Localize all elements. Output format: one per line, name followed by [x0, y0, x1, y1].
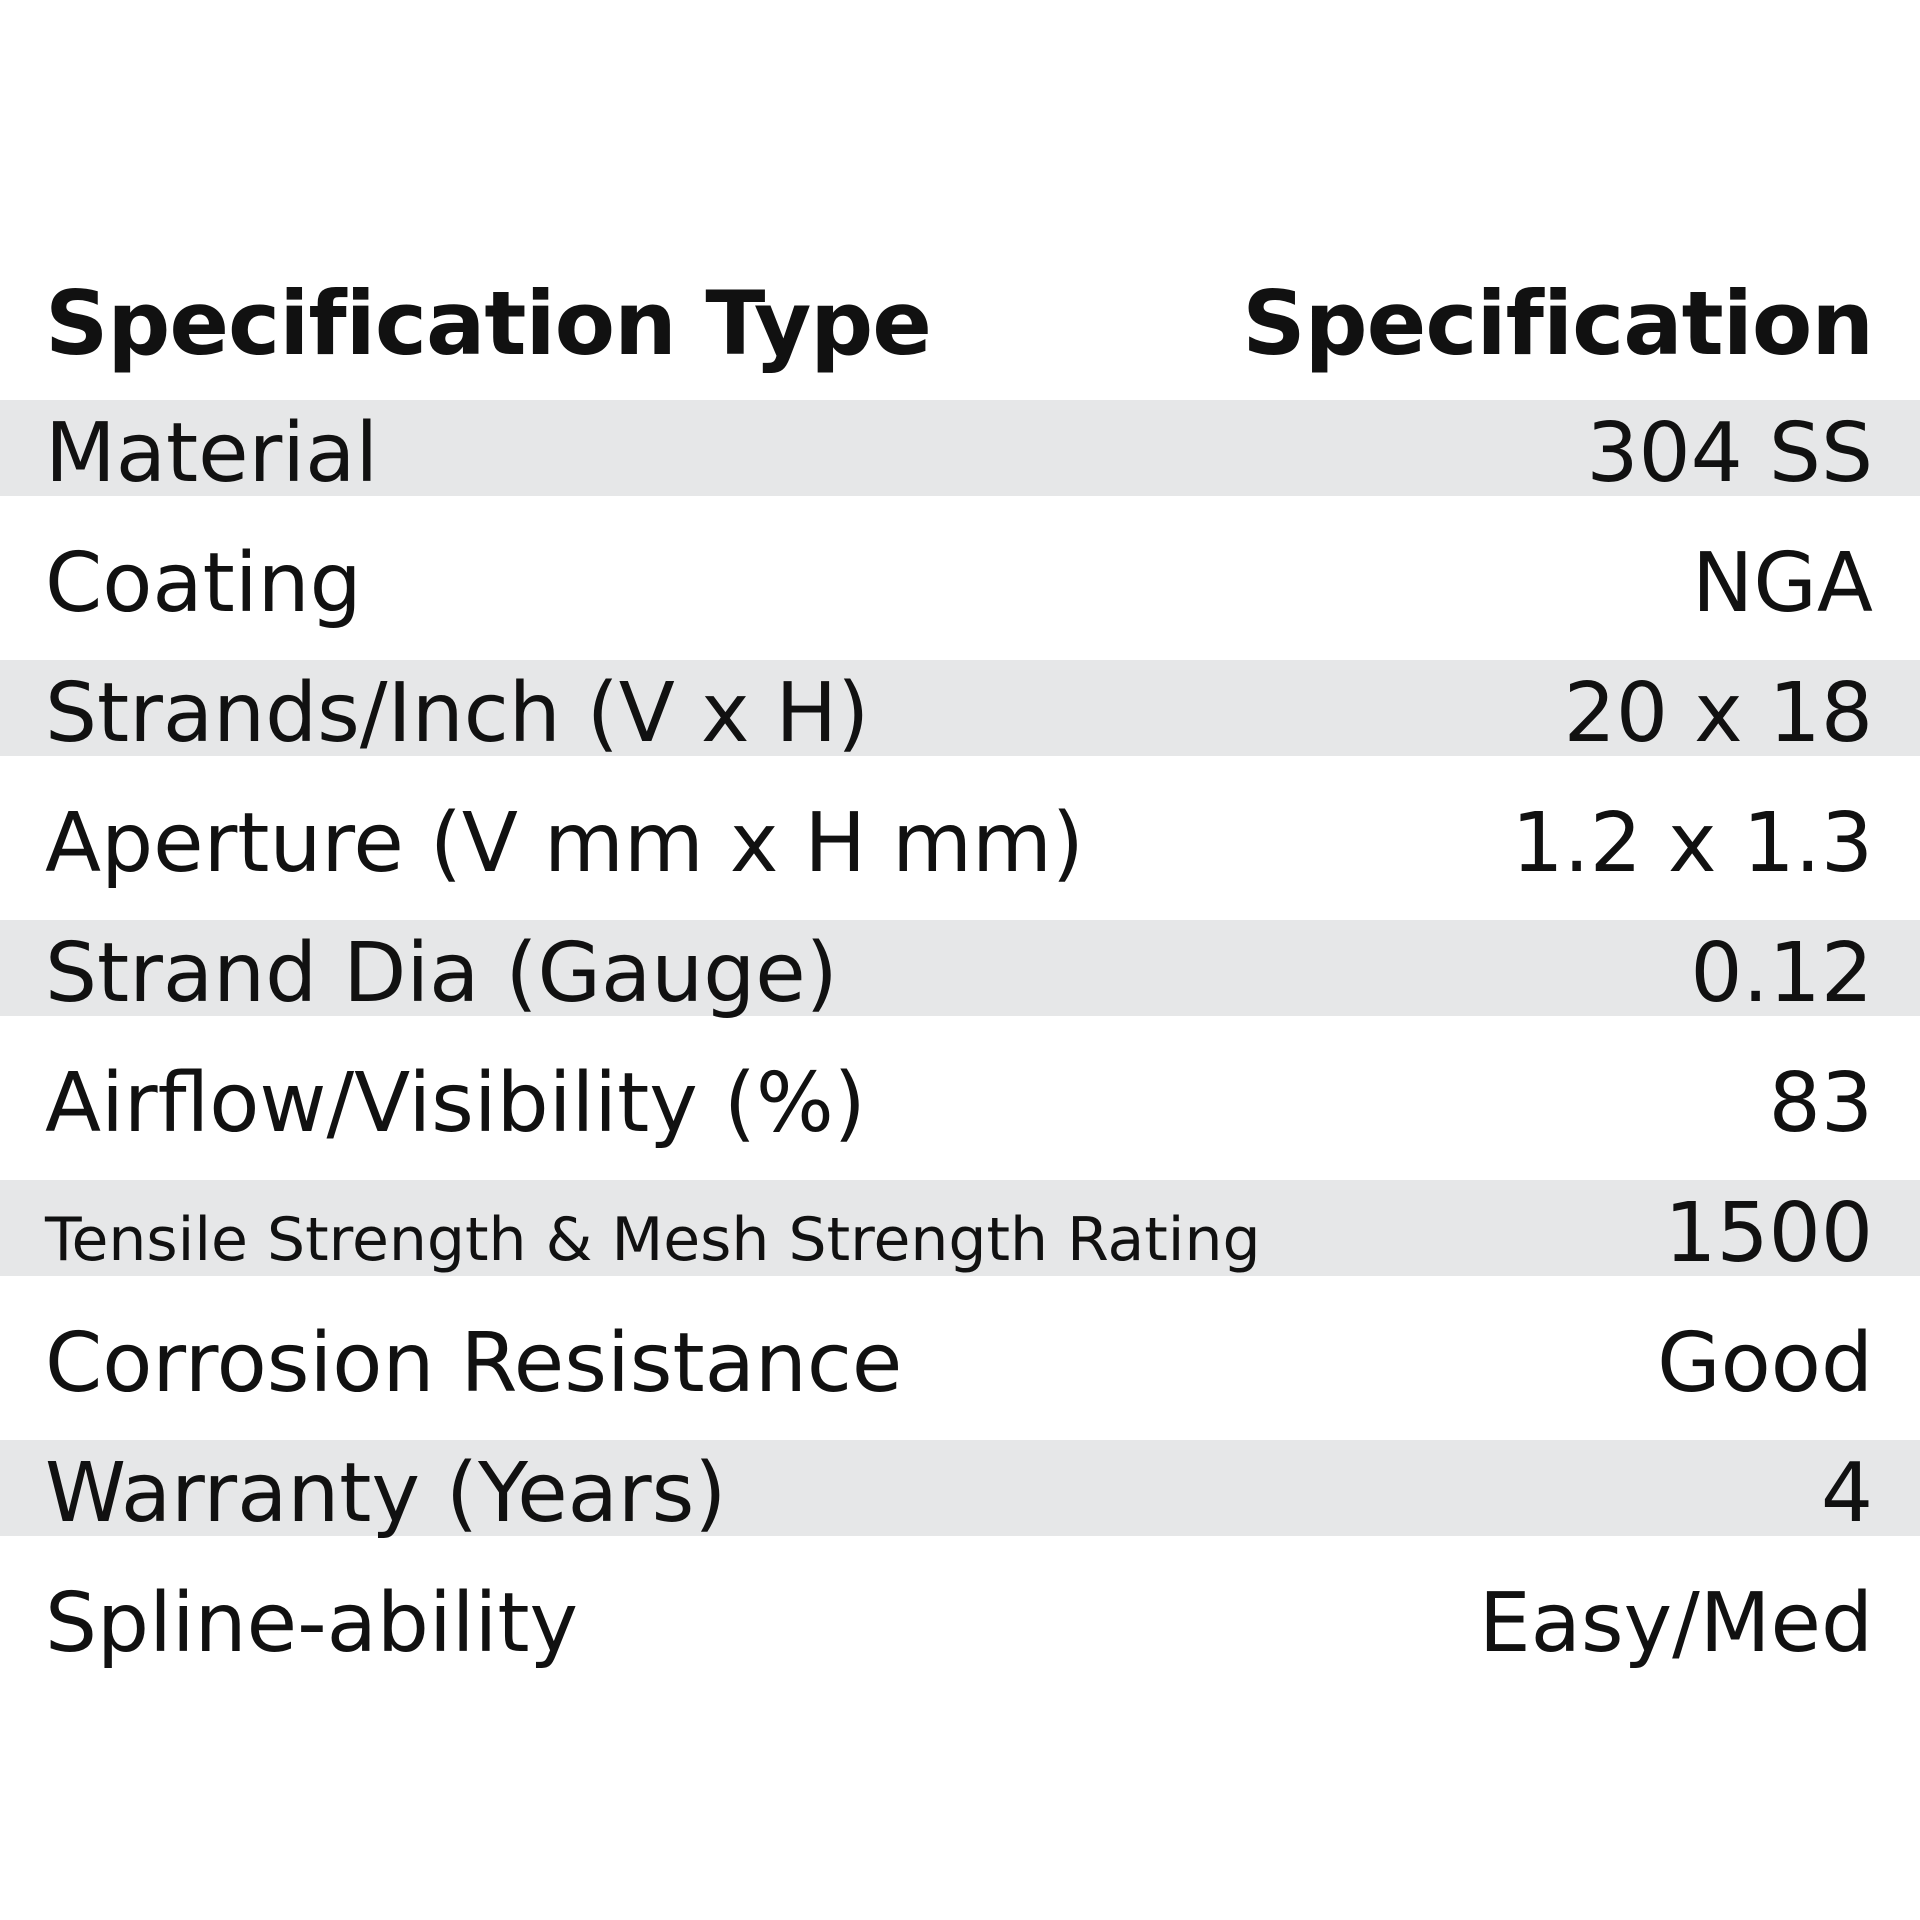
- table-row: Material 304 SS: [0, 388, 1920, 518]
- table-row: Strand Dia (Gauge) 0.12: [0, 908, 1920, 1038]
- row-label: Corrosion Resistance: [45, 1315, 903, 1411]
- row-label: Tensile Strength & Mesh Strength Rating: [45, 1205, 1261, 1275]
- row-value: 4: [1820, 1445, 1873, 1541]
- row-label: Coating: [45, 535, 362, 631]
- row-value: 1.2 x 1.3: [1511, 795, 1873, 891]
- row-label: Material: [45, 405, 379, 501]
- table-header: Specification Type Specification: [0, 258, 1920, 388]
- table-row: Spline-ability Easy/Med: [0, 1558, 1920, 1688]
- row-label: Aperture (V mm x H mm): [45, 795, 1084, 891]
- row-value: Easy/Med: [1478, 1575, 1873, 1671]
- table-row: Airflow/Visibility (%) 83: [0, 1038, 1920, 1168]
- row-value: 0.12: [1690, 925, 1873, 1021]
- table-row: Strands/Inch (V x H) 20 x 18: [0, 648, 1920, 778]
- header-specification-type: Specification Type: [45, 271, 932, 375]
- row-value: 20 x 18: [1563, 665, 1873, 761]
- row-value: 83: [1768, 1055, 1873, 1151]
- row-value: 1500: [1664, 1185, 1873, 1281]
- table-row: Aperture (V mm x H mm) 1.2 x 1.3: [0, 778, 1920, 908]
- row-label: Strand Dia (Gauge): [45, 925, 838, 1021]
- row-value: Good: [1657, 1315, 1873, 1411]
- row-label: Spline-ability: [45, 1575, 578, 1671]
- row-label: Strands/Inch (V x H): [45, 665, 870, 761]
- spec-table: Specification Type Specification Materia…: [0, 258, 1920, 1688]
- header-specification: Specification: [1242, 271, 1874, 375]
- row-value: 304 SS: [1586, 405, 1873, 501]
- table-row: Tensile Strength & Mesh Strength Rating …: [0, 1168, 1920, 1298]
- row-value: NGA: [1692, 535, 1873, 631]
- table-row: Corrosion Resistance Good: [0, 1298, 1920, 1428]
- row-label: Warranty (Years): [45, 1445, 727, 1541]
- table-row: Warranty (Years) 4: [0, 1428, 1920, 1558]
- table-row: Coating NGA: [0, 518, 1920, 648]
- row-label: Airflow/Visibility (%): [45, 1055, 866, 1151]
